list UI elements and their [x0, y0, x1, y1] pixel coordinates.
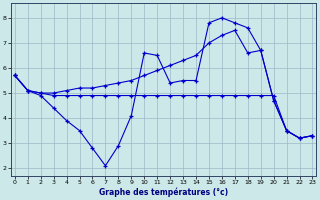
X-axis label: Graphe des températures (°c): Graphe des températures (°c) — [99, 188, 228, 197]
